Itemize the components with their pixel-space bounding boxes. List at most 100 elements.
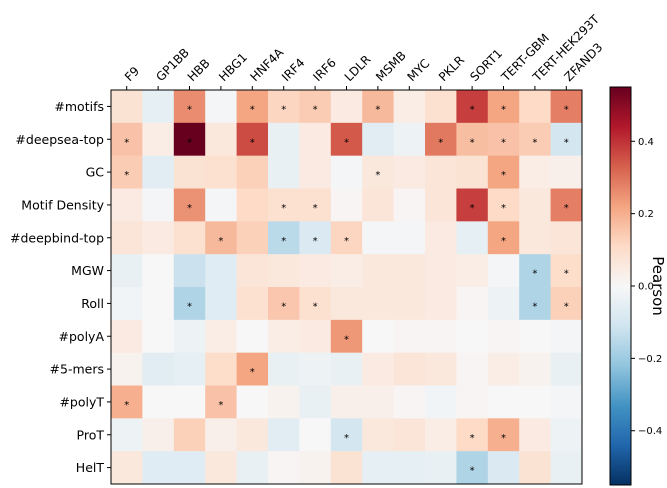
heatmap-cell	[236, 188, 269, 222]
heatmap-cell	[205, 385, 237, 419]
significance-marker: *	[281, 301, 286, 312]
significance-marker: *	[501, 170, 506, 181]
heatmap-cell	[330, 221, 363, 255]
heatmap-cell	[425, 451, 457, 485]
heatmap-cell	[425, 254, 457, 288]
heatmap-cell	[173, 319, 206, 354]
heatmap-cell	[330, 352, 363, 386]
heatmap-cell	[299, 287, 332, 321]
heatmap-cell	[393, 254, 426, 288]
heatmap-cell	[550, 122, 583, 157]
heatmap-cell	[205, 287, 237, 321]
significance-marker: *	[344, 137, 349, 148]
heatmap-cell	[205, 418, 237, 452]
heatmap-cell	[487, 352, 520, 386]
heatmap-cell	[205, 90, 237, 124]
heatmap-cell	[456, 352, 489, 386]
heatmap-cell	[236, 155, 269, 189]
y-axis-ticks: #motifs #deepsea-top GC Motif Density #deepb…	[10, 99, 111, 475]
heatmap-cell	[111, 418, 143, 452]
heatmap-cell	[142, 122, 175, 157]
heatmap-cell	[393, 122, 426, 157]
heatmap-cell	[205, 352, 237, 386]
heatmap-cell	[173, 221, 206, 255]
heatmap-cell	[173, 90, 206, 124]
significance-marker: *	[313, 301, 318, 312]
x-tick-label: LDLR	[342, 52, 374, 84]
heatmap-cell	[456, 287, 489, 321]
significance-marker: *	[375, 104, 380, 115]
heatmap-cell	[362, 155, 394, 189]
heatmap-cell	[330, 188, 363, 222]
colorbar-tick-label: −0.2	[638, 354, 662, 365]
y-tick-label: #motifs	[54, 99, 104, 114]
heatmap-cell	[456, 418, 489, 452]
heatmap-cell	[425, 90, 457, 124]
heatmap-cell	[111, 451, 143, 485]
heatmap-cell	[550, 221, 583, 255]
x-tick-label: HBG1	[216, 50, 250, 84]
significance-marker: *	[470, 203, 475, 214]
heatmap-cell	[519, 418, 551, 452]
heatmap-cell	[550, 385, 583, 419]
heatmap-cell	[456, 221, 489, 255]
heatmap-cell	[330, 254, 363, 288]
x-tick-label: MYC	[405, 56, 433, 84]
heatmap-cell	[330, 451, 363, 485]
x-tick-label: F9	[122, 64, 142, 84]
heatmap-cell	[425, 188, 457, 222]
heatmap-cell	[236, 385, 269, 419]
heatmap-cell	[550, 188, 583, 222]
heatmap-cell	[362, 188, 394, 222]
heatmap-cell	[456, 254, 489, 288]
heatmap-cells	[111, 90, 583, 485]
significance-marker: *	[532, 269, 537, 280]
significance-marker: *	[313, 104, 318, 115]
significance-marker: *	[281, 203, 286, 214]
y-tick-label: MGW	[71, 263, 104, 278]
colorbar-tick-label: −0.4	[638, 426, 662, 437]
heatmap-cell	[550, 418, 583, 452]
significance-marker: *	[250, 137, 255, 148]
heatmap-cell	[268, 221, 300, 255]
heatmap-cell	[236, 254, 269, 288]
heatmap-cell	[456, 451, 489, 485]
heatmap-cell	[268, 287, 300, 321]
colorbar-gradient	[609, 86, 632, 486]
heatmap-cell	[519, 451, 551, 485]
significance-marker: *	[281, 236, 286, 247]
heatmap-cell	[393, 155, 426, 189]
heatmap-cell	[111, 254, 143, 288]
heatmap-cell	[550, 155, 583, 189]
heatmap-cell	[236, 319, 269, 354]
heatmap-cell	[362, 352, 394, 386]
heatmap-cell	[268, 418, 300, 452]
heatmap-cell	[425, 418, 457, 452]
heatmap-cell	[393, 188, 426, 222]
heatmap-cell	[268, 122, 300, 157]
heatmap-cell	[519, 319, 551, 354]
heatmap-cell	[519, 90, 551, 124]
heatmap-cell	[393, 221, 426, 255]
heatmap-cell	[299, 188, 332, 222]
significance-marker: *	[250, 367, 255, 378]
significance-marker: *	[281, 104, 286, 115]
colorbar-tick-label: 0.0	[638, 282, 654, 293]
x-tick-label: SORT1	[467, 46, 505, 84]
heatmap-cell	[205, 122, 237, 157]
heatmap-cell	[173, 451, 206, 485]
significance-marker: *	[344, 236, 349, 247]
heatmap-cell	[519, 221, 551, 255]
colorbar-ticks: 0.4 0.2 0.0 −0.2 −0.4	[631, 137, 662, 437]
heatmap-cell	[173, 385, 206, 419]
heatmap-cell	[111, 90, 143, 124]
heatmap-cell	[142, 451, 175, 485]
heatmap-cell	[487, 188, 520, 222]
heatmap-cell	[487, 90, 520, 124]
heatmap-cell	[142, 155, 175, 189]
heatmap-cell	[236, 451, 269, 485]
y-tick-label: #deepsea-top	[15, 132, 104, 147]
significance-markers: * * * * * * * * * * * * * * * * * * * * * * * * * * * * * * * * * * * * * * * *…	[124, 104, 569, 476]
